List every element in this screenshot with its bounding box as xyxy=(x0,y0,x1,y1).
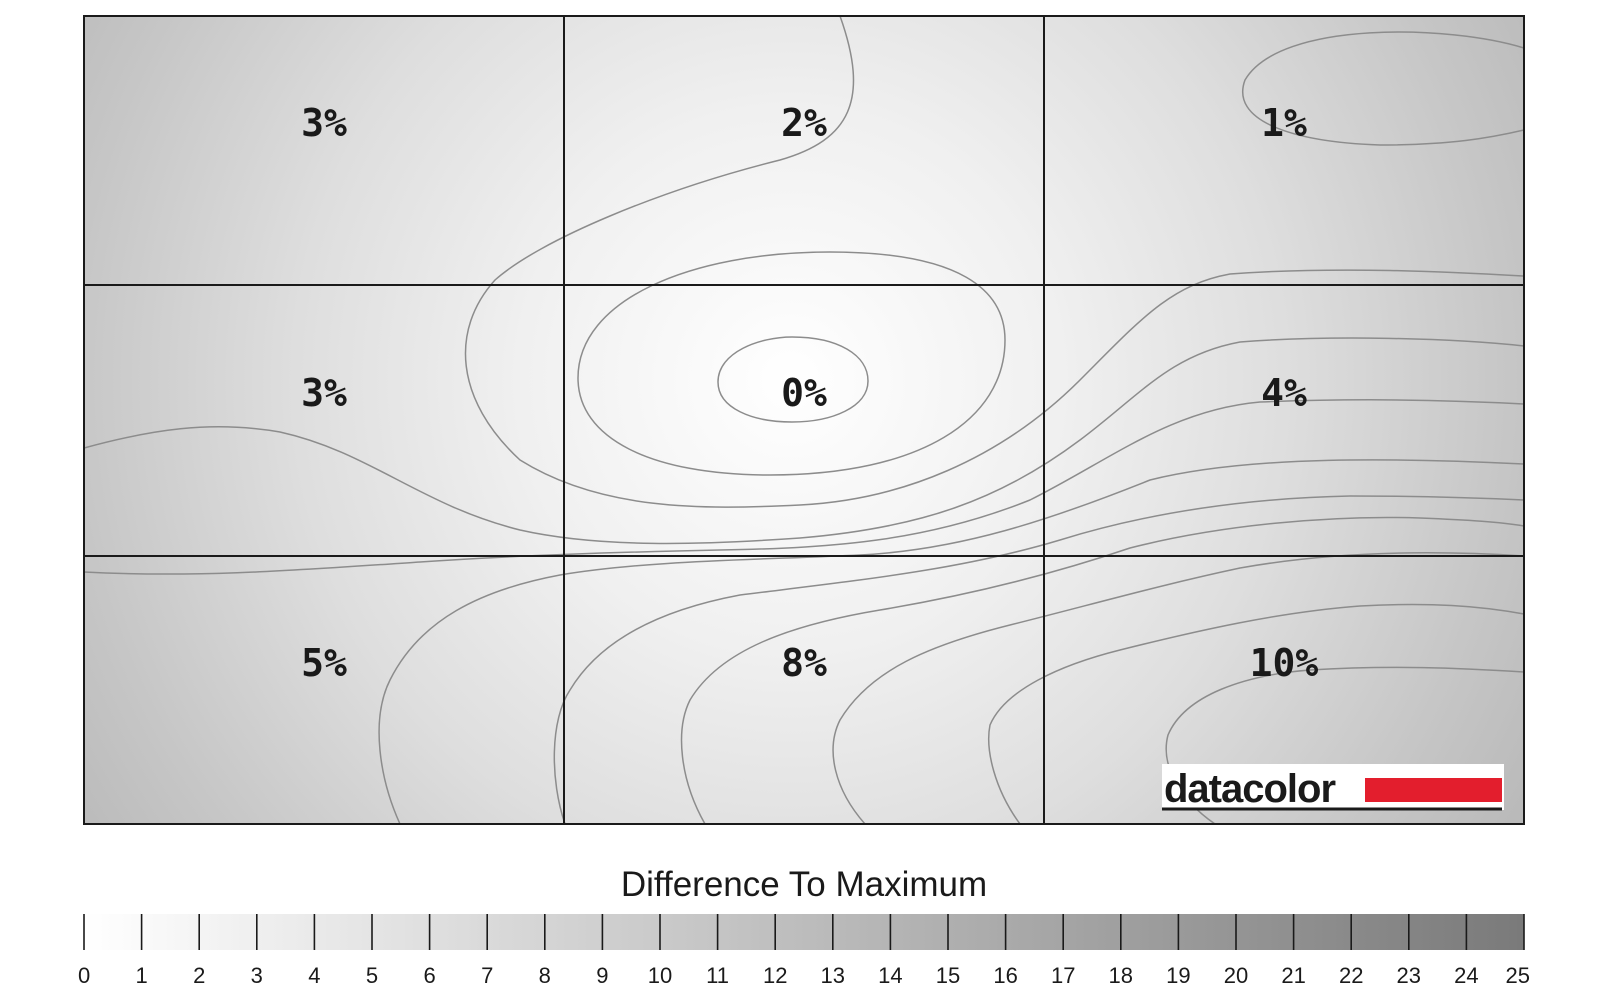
contour-line xyxy=(464,16,1524,508)
contour-line xyxy=(84,337,1524,545)
legend-tick-label: 14 xyxy=(878,963,902,988)
legend-tick-label: 2 xyxy=(193,963,205,988)
legend-tick-label: 0 xyxy=(78,963,90,988)
contour-line xyxy=(717,336,869,423)
contour-line xyxy=(84,399,1524,575)
logo-text: datacolor xyxy=(1164,767,1335,811)
legend-tick-label: 12 xyxy=(763,963,787,988)
legend-tick-label: 11 xyxy=(706,963,729,988)
legend-color-scale xyxy=(84,914,1524,950)
legend-tick-label: 13 xyxy=(821,963,845,988)
cell-label-r0-c0: 3% xyxy=(301,101,347,145)
legend-tick-label: 3 xyxy=(251,963,263,988)
plot-frame xyxy=(83,15,1525,825)
datacolor-logo: datacolor xyxy=(1162,764,1504,811)
legend-tick-label: 8 xyxy=(539,963,551,988)
legend-tick-label: 4 xyxy=(308,963,320,988)
cell-label-r1-c0: 3% xyxy=(301,371,347,415)
cell-label-r2-c0: 5% xyxy=(301,641,347,685)
legend-tick-label: 21 xyxy=(1281,963,1305,988)
cell-label-r0-c1: 2% xyxy=(781,101,827,145)
contour-line xyxy=(378,459,1524,824)
contour-line xyxy=(1242,31,1524,146)
legend-tick-label: 17 xyxy=(1051,963,1075,988)
legend-tick-label: 5 xyxy=(366,963,378,988)
legend-tick-label: 20 xyxy=(1224,963,1248,988)
legend-tick-label: 24 xyxy=(1454,963,1478,988)
legend-tick-label: 9 xyxy=(596,963,608,988)
cell-label-r1-c1: 0% xyxy=(781,371,827,415)
logo-red-bar xyxy=(1365,778,1502,802)
legend-tick-label: 18 xyxy=(1109,963,1133,988)
legend-tick-label: 23 xyxy=(1397,963,1421,988)
cell-labels: 3% 2% 1% 3% 0% 4% 5% 8% 10% xyxy=(301,101,1318,685)
contour-line xyxy=(577,251,1006,476)
contour-line xyxy=(553,495,1524,824)
grid-lines xyxy=(84,16,1524,824)
cell-label-r2-c1: 8% xyxy=(781,641,827,685)
legend-ticks: 0 1 2 3 4 5 6 7 8 9 10 11 12 13 14 15 16 17 18 19 20 21 22 23 24… xyxy=(78,914,1530,988)
legend-tick-label: 7 xyxy=(481,963,493,988)
legend-tick-label: 25 xyxy=(1506,963,1530,988)
legend-title: Difference To Maximum xyxy=(621,865,987,904)
legend-tick-label: 6 xyxy=(423,963,435,988)
legend-tick-label: 15 xyxy=(936,963,960,988)
legend-tick-label: 19 xyxy=(1166,963,1190,988)
contour-line xyxy=(988,603,1524,824)
cell-label-r2-c2: 10% xyxy=(1250,641,1319,685)
contour-line xyxy=(680,516,1524,824)
cell-label-r0-c2: 1% xyxy=(1261,101,1307,145)
legend-tick-label: 16 xyxy=(993,963,1017,988)
legend-tick-label: 10 xyxy=(648,963,672,988)
cell-label-r1-c2: 4% xyxy=(1261,371,1307,415)
legend-tick-label: 1 xyxy=(135,963,147,988)
legend-tick-label: 22 xyxy=(1339,963,1363,988)
